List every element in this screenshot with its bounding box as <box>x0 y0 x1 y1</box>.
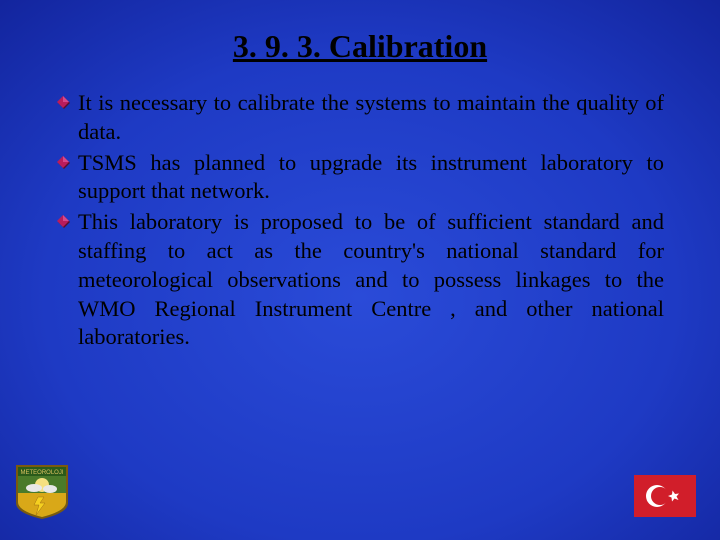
slide-title: 3. 9. 3. Calibration <box>48 28 672 65</box>
bullet-text: TSMS has planned to upgrade its instrume… <box>78 149 664 207</box>
diamond-bullet-icon <box>56 156 70 175</box>
content-area: It is necessary to calibrate the systems… <box>48 89 672 352</box>
bullet-item: TSMS has planned to upgrade its instrume… <box>56 149 664 207</box>
bullet-item: It is necessary to calibrate the systems… <box>56 89 664 147</box>
diamond-bullet-icon <box>56 215 70 234</box>
diamond-bullet-icon <box>56 96 70 115</box>
turkish-flag <box>634 475 696 522</box>
meteorology-logo: METEOROLOJI <box>14 463 70 526</box>
bullet-text: This laboratory is proposed to be of suf… <box>78 208 664 352</box>
logo-label: METEOROLOJI <box>20 470 63 476</box>
bullet-text: It is necessary to calibrate the systems… <box>78 89 664 147</box>
bullet-item: This laboratory is proposed to be of suf… <box>56 208 664 352</box>
slide-container: 3. 9. 3. Calibration It is necessary to … <box>0 0 720 540</box>
